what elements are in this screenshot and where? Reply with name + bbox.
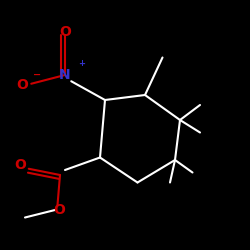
- Text: N: N: [59, 68, 71, 82]
- Text: −: −: [34, 70, 42, 80]
- Text: O: O: [16, 78, 28, 92]
- Text: O: O: [14, 158, 26, 172]
- Text: O: O: [53, 203, 65, 217]
- Text: O: O: [59, 26, 71, 40]
- Text: +: +: [78, 59, 85, 68]
